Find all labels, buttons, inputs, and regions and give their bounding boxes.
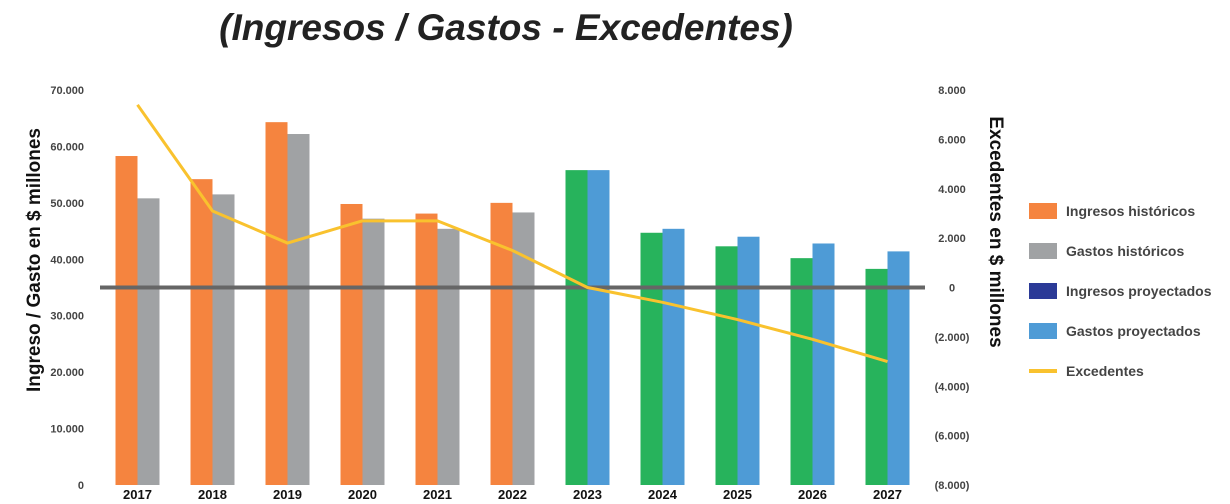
y2-tick-label: (8.000) (935, 480, 970, 492)
bar (565, 170, 588, 485)
y-tick-label: 10.000 (50, 424, 84, 436)
legend-label: Gastos históricos (1066, 243, 1184, 259)
y2-tick-label: (4.000) (935, 381, 970, 393)
legend: Ingresos históricos Gastos históricos Ingr… (1029, 203, 1212, 379)
bar (190, 179, 213, 485)
bar (212, 194, 235, 485)
bar (512, 212, 535, 485)
bar (887, 251, 910, 485)
y-tick-label: 30.000 (50, 311, 84, 323)
y-tick-label: 40.000 (50, 254, 84, 266)
bar (587, 170, 610, 485)
legend-label: Gastos proyectados (1066, 323, 1201, 339)
bar (865, 268, 888, 485)
legend-swatch (1029, 283, 1057, 299)
bar (640, 232, 663, 485)
bar (137, 198, 160, 486)
y2-tick-labels: (8.000) (6.000) (4.000) (2.000) 0 2.000 4.000 6… (935, 85, 970, 492)
y-axis-label: Ingreso / Gasto en $ millones (24, 128, 45, 392)
y2-tick-label: 6.000 (938, 134, 966, 146)
y-tick-label: 50.000 (50, 198, 84, 210)
x-tick-label: 2017 (123, 487, 152, 502)
y-tick-label: 20.000 (50, 367, 84, 379)
y2-tick-label: (2.000) (935, 332, 970, 344)
bar (812, 243, 835, 485)
y-tick-label: 0 (78, 480, 84, 492)
legend-label: Ingresos proyectados (1066, 283, 1212, 299)
y-tick-label: 70.000 (50, 85, 84, 97)
y-tick-labels: 0 10.000 20.000 30.000 40.000 50.000 60.000 70.… (50, 85, 84, 492)
y2-axis-label: Excedentes en $ millones (985, 116, 1006, 347)
legend-label: Ingresos históricos (1066, 203, 1195, 219)
x-tick-label: 2023 (573, 487, 602, 502)
chart-title: (Ingresos / Gastos - Excedentes) (219, 7, 793, 48)
line-series (136, 103, 888, 364)
legend-swatch (1029, 203, 1057, 219)
y2-tick-label: (6.000) (935, 431, 970, 443)
bar (715, 246, 738, 485)
bar (662, 228, 685, 486)
x-tick-label: 2026 (798, 487, 827, 502)
y2-tick-label: 2.000 (938, 233, 966, 245)
x-tick-label: 2020 (348, 487, 377, 502)
bar (287, 134, 310, 485)
bar (737, 236, 760, 485)
y2-tick-label: 0 (949, 283, 955, 295)
bar (790, 258, 813, 485)
y2-tick-label: 8.000 (938, 85, 966, 97)
y2-tick-label: 4.000 (938, 184, 966, 196)
bar (115, 156, 138, 485)
x-tick-label: 2018 (198, 487, 227, 502)
x-tick-label: 2021 (423, 487, 452, 502)
x-tick-label: 2022 (498, 487, 527, 502)
excedentes-line (136, 103, 888, 364)
y-tick-label: 60.000 (50, 141, 84, 153)
bar (362, 218, 385, 485)
bar (490, 202, 513, 485)
x-tick-label: 2019 (273, 487, 302, 502)
x-tick-label: 2024 (648, 487, 678, 502)
bars (115, 122, 910, 486)
legend-label: Excedentes (1066, 363, 1144, 379)
legend-swatch (1029, 323, 1057, 339)
x-tick-label: 2025 (723, 487, 752, 502)
legend-swatch (1029, 369, 1057, 373)
bar (415, 213, 438, 486)
bar (437, 228, 460, 486)
bar (265, 122, 288, 486)
x-tick-label: 2027 (873, 487, 902, 502)
x-tick-labels: 2017 2018 2019 2020 2021 2022 2023 2024 2025 2026… (123, 487, 902, 502)
bar (340, 203, 363, 485)
legend-swatch (1029, 243, 1057, 259)
